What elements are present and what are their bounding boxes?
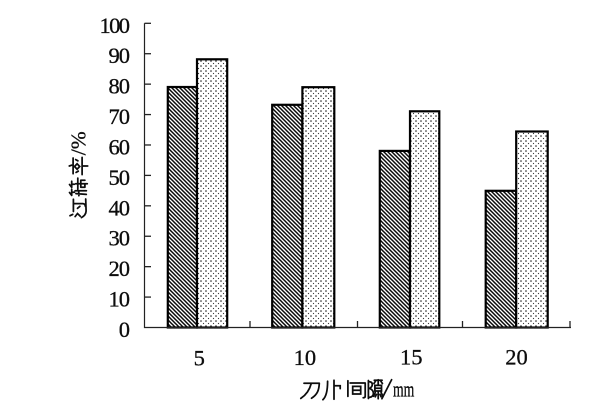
svg-text:80: 80 [109, 74, 131, 99]
svg-text:50: 50 [109, 165, 131, 190]
svg-text:30: 30 [109, 226, 131, 251]
svg-text:70: 70 [109, 104, 131, 129]
svg-text:40: 40 [109, 195, 131, 220]
svg-text:mm: mm [393, 376, 414, 401]
svg-text:90: 90 [109, 43, 131, 68]
svg-text:10: 10 [109, 287, 131, 312]
svg-text:15: 15 [400, 345, 423, 370]
svg-text:20: 20 [505, 344, 528, 369]
svg-text:20: 20 [109, 256, 131, 281]
svg-text:/%: /% [67, 131, 91, 155]
svg-text:5: 5 [194, 346, 205, 371]
svg-text:60: 60 [109, 135, 131, 160]
svg-text:0: 0 [119, 317, 130, 342]
svg-text:10: 10 [294, 345, 317, 370]
svg-text:100: 100 [100, 13, 131, 38]
